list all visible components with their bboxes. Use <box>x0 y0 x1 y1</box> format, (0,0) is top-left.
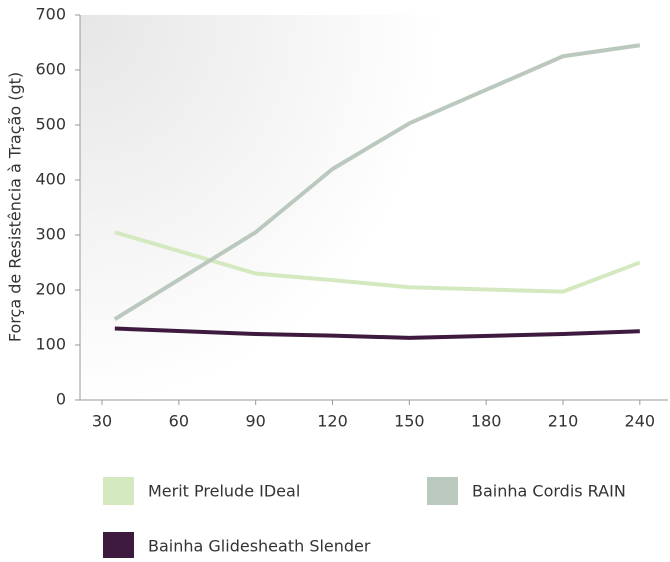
x-tick-label: 150 <box>394 412 425 431</box>
x-tick-label: 240 <box>625 412 656 431</box>
x-tick-label: 120 <box>317 412 348 431</box>
y-tick-label: 600 <box>35 60 66 79</box>
series-line <box>114 230 641 294</box>
x-tick-label: 60 <box>169 412 189 431</box>
y-tick-label: 200 <box>35 280 66 299</box>
y-axis-label: Força de Resistência à Tração (gt) <box>6 72 25 342</box>
y-tick-label: 700 <box>35 5 66 24</box>
x-tick-label: 180 <box>471 412 502 431</box>
x-tick-label: 90 <box>246 412 266 431</box>
x-tick-label: 30 <box>92 412 112 431</box>
y-tick-label: 500 <box>35 115 66 134</box>
legend-swatch <box>427 477 458 505</box>
series-line <box>113 43 641 321</box>
series-line <box>114 326 640 340</box>
y-tick-label: 300 <box>35 225 66 244</box>
legend-swatch <box>103 477 134 505</box>
y-tick-label: 400 <box>35 170 66 189</box>
x-tick-label: 210 <box>548 412 579 431</box>
legend-label: Merit Prelude IDeal <box>148 482 300 501</box>
legend-label: Bainha Cordis RAIN <box>472 482 626 501</box>
legend-swatch <box>103 532 134 560</box>
y-tick-label: 0 <box>56 390 66 409</box>
y-tick-label: 100 <box>35 335 66 354</box>
plot-background <box>80 15 668 400</box>
legend-label: Bainha Glidesheath Slender <box>148 537 371 556</box>
